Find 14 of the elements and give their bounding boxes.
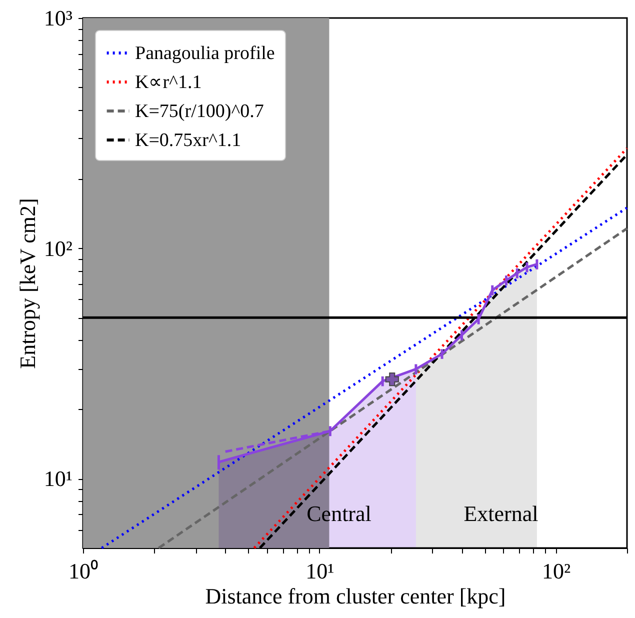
y-axis-title: Entropy [keV cm2] (14, 198, 40, 369)
annotation: Central (306, 501, 372, 526)
x-tick-label: 10² (542, 558, 572, 584)
y-tick-label: 10³ (44, 6, 73, 30)
legend-label: Panagoulia profile (135, 43, 275, 64)
annotation: External (464, 501, 538, 526)
x-tick-label: 10¹ (306, 558, 334, 584)
legend-label: K∝r^1.1 (135, 72, 202, 93)
legend-label: K=0.75xr^1.1 (135, 130, 242, 151)
x-tick-label: 10⁰ (68, 558, 98, 584)
y-tick-label: 10¹ (44, 466, 72, 492)
legend-label: K=75(r/100)^0.7 (135, 101, 264, 122)
y-tick-label: 10² (44, 236, 73, 261)
x-axis-title: Distance from cluster center [kpc] (205, 584, 506, 608)
